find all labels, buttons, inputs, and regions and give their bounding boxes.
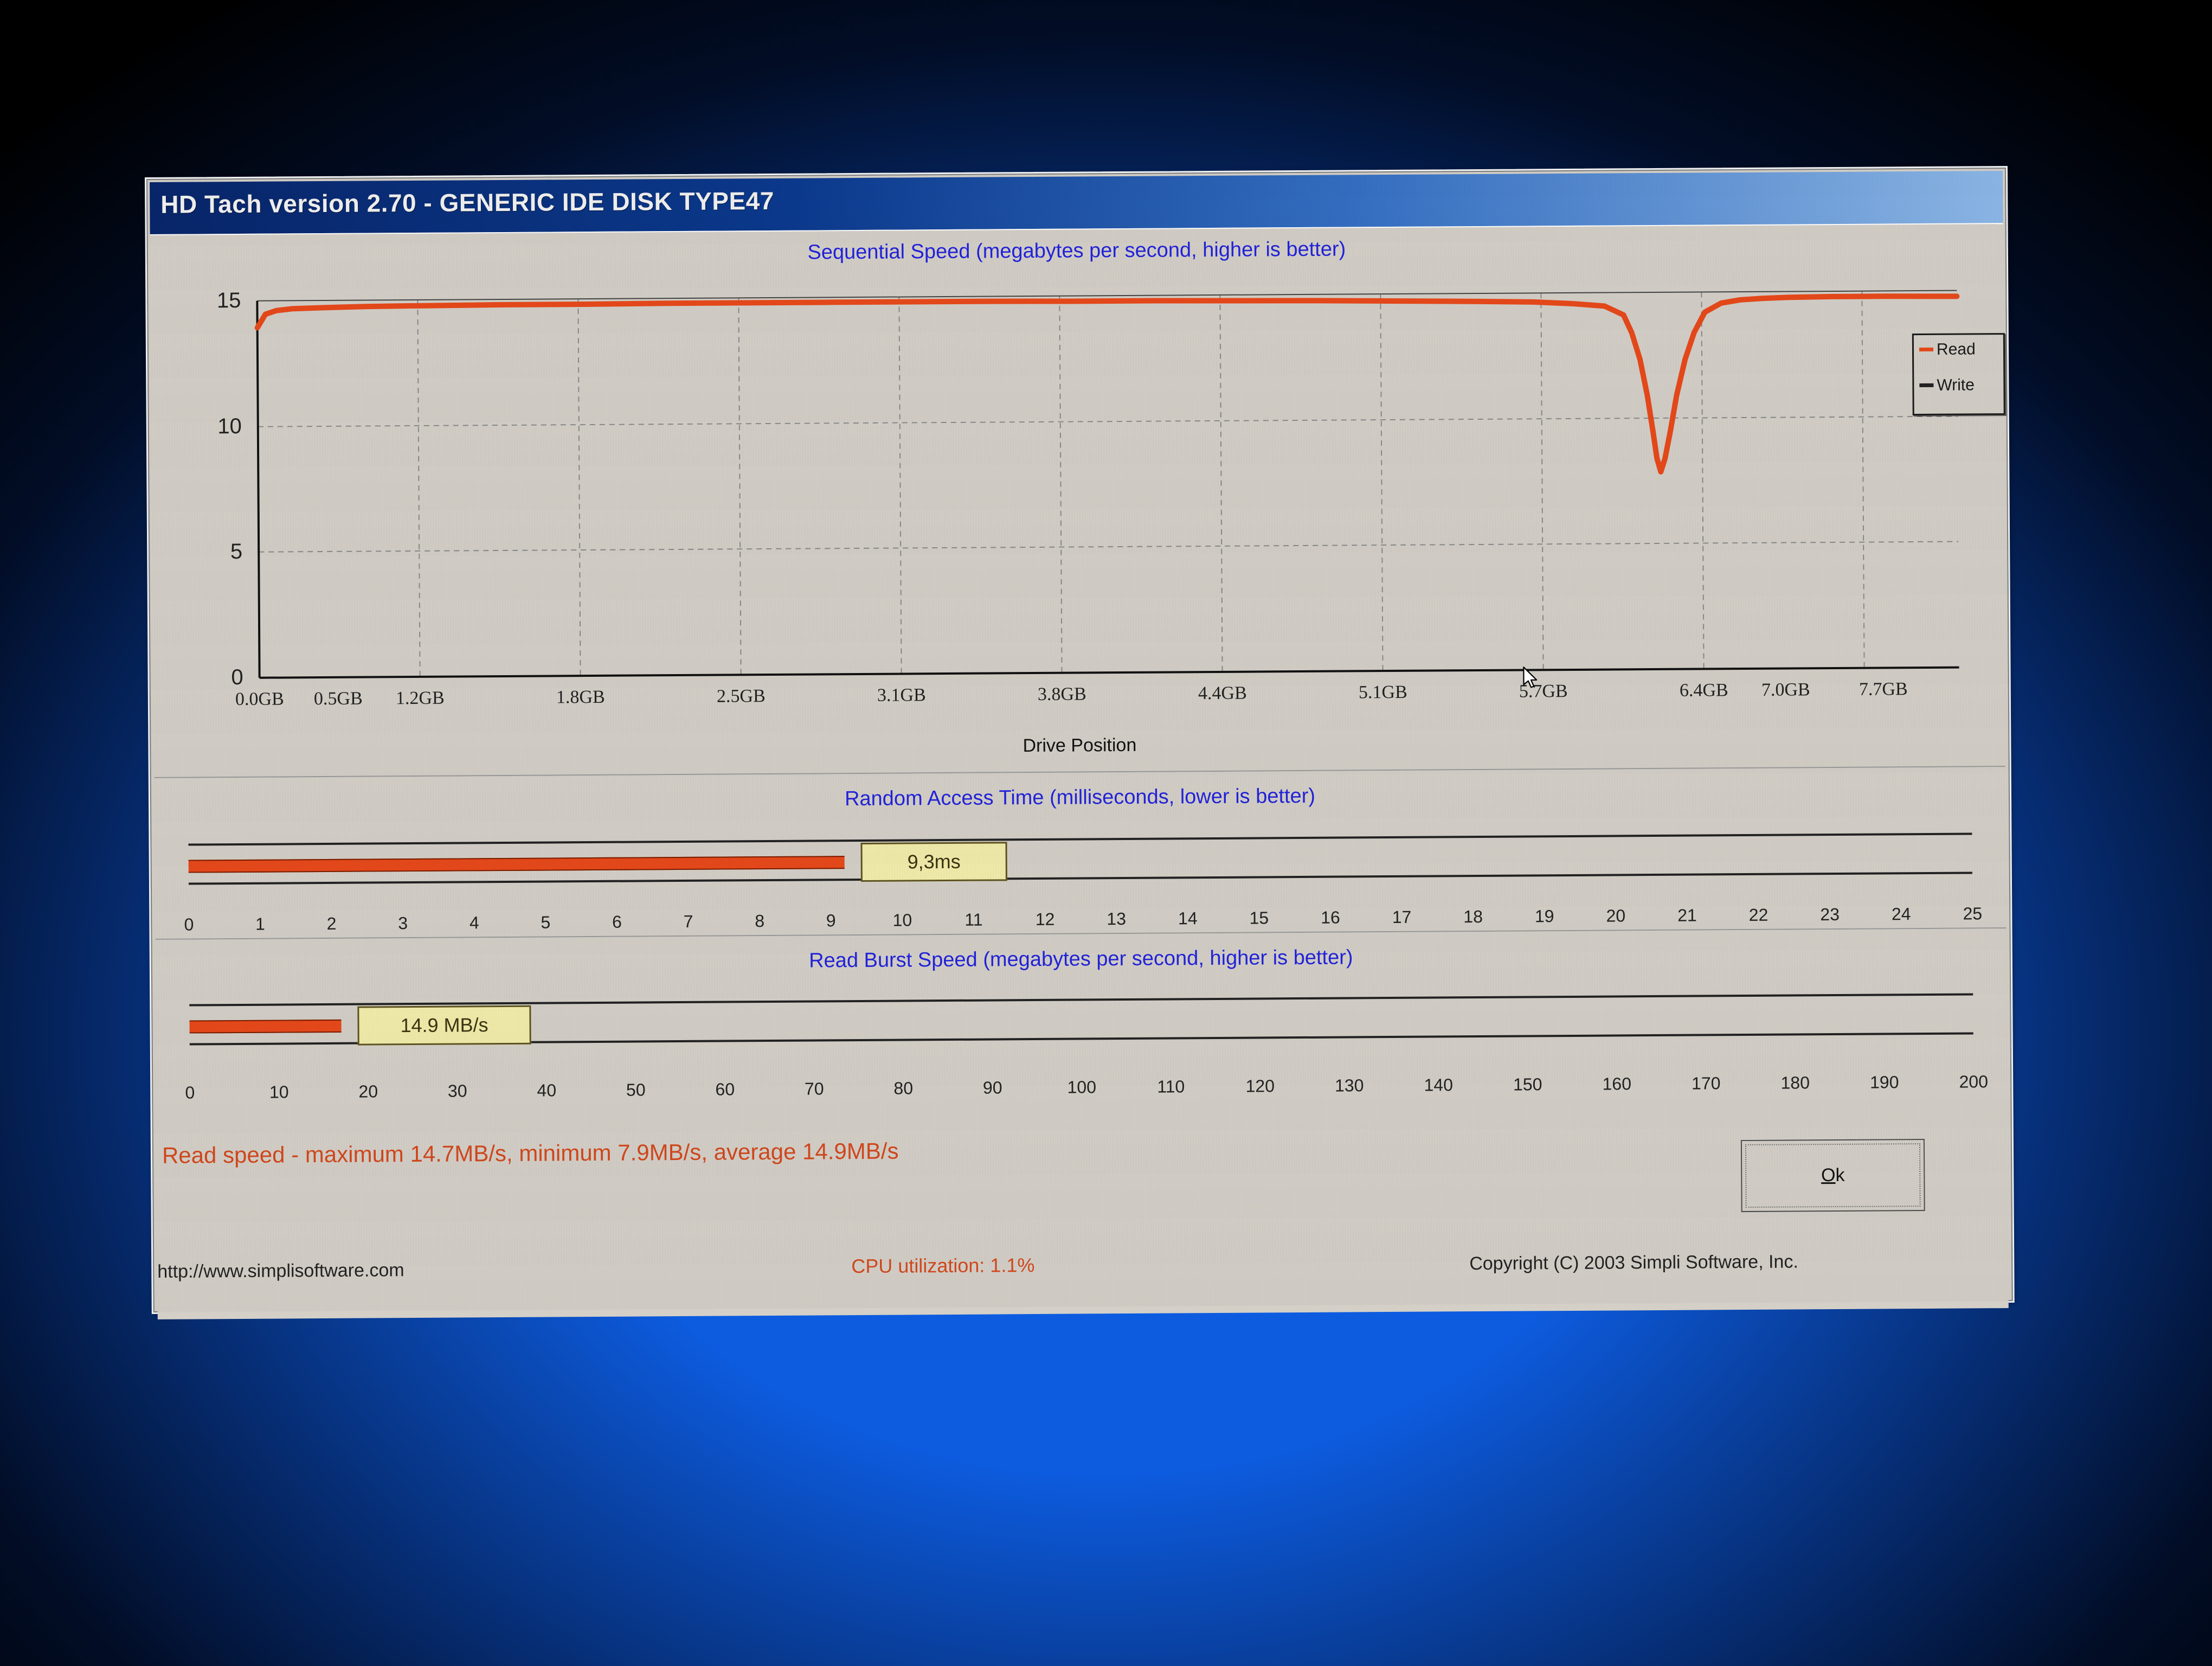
svg-text:0.5GB: 0.5GB <box>314 689 363 709</box>
svg-text:15: 15 <box>217 289 241 312</box>
svg-text:5: 5 <box>230 540 243 563</box>
svg-text:0: 0 <box>231 665 243 689</box>
svg-text:7.7GB: 7.7GB <box>1859 679 1908 700</box>
svg-text:4.4GB: 4.4GB <box>1198 683 1247 704</box>
svg-text:7.0GB: 7.0GB <box>1761 680 1810 700</box>
svg-text:10: 10 <box>217 414 242 438</box>
svg-text:2.5GB: 2.5GB <box>717 686 766 707</box>
svg-text:6.4GB: 6.4GB <box>1680 680 1728 701</box>
svg-text:3.8GB: 3.8GB <box>1038 684 1086 704</box>
svg-text:1.2GB: 1.2GB <box>396 688 445 709</box>
svg-text:5.1GB: 5.1GB <box>1359 682 1407 703</box>
svg-text:1.8GB: 1.8GB <box>556 687 605 708</box>
svg-text:3.1GB: 3.1GB <box>877 685 926 706</box>
svg-text:0.0GB: 0.0GB <box>235 689 284 709</box>
